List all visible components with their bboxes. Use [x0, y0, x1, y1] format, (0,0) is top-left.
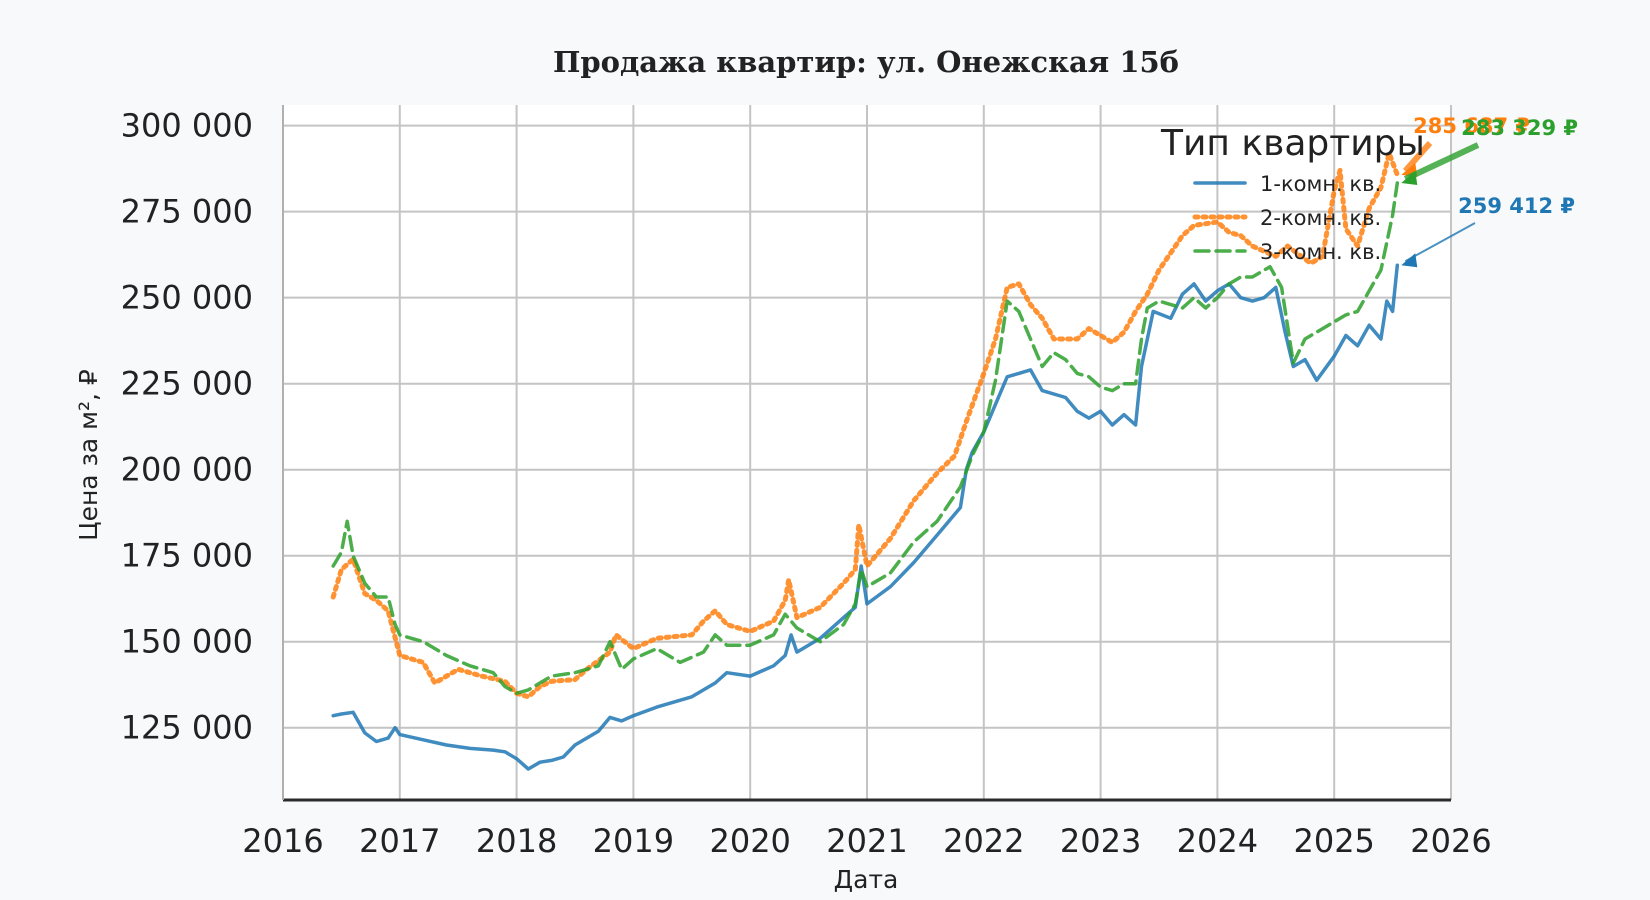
y-tick-label: 200 000: [121, 451, 253, 489]
annotation-arrowhead-3: [1401, 171, 1418, 186]
series-line-3: [331, 181, 1400, 696]
final-value-annotations: 259 412 ₽ 285 687 ₽283 329 ₽: [1401, 114, 1578, 268]
x-axis-label: Дата: [834, 865, 899, 894]
x-tick-label: 2021: [826, 822, 907, 860]
x-tick-label: 2026: [1410, 822, 1491, 860]
x-tick-label: 2024: [1177, 822, 1258, 860]
annotation-label-3: 283 329 ₽: [1461, 116, 1578, 140]
y-axis-label: Цена за м², ₽: [74, 369, 103, 541]
y-tick-label: 300 000: [121, 107, 253, 145]
annotation-arrow-2: [1403, 141, 1433, 173]
x-tick-label: 2017: [359, 822, 440, 860]
annotation-label-2: 285 687 ₽: [1413, 114, 1530, 138]
x-tick-label: 2019: [593, 822, 674, 860]
legend-title: Тип квартиры: [1160, 123, 1425, 164]
chart-title: Продажа квартир: ул. Онежская 15б: [553, 45, 1179, 79]
x-tick-label: 2016: [242, 822, 323, 860]
x-tick-label: 2020: [709, 822, 790, 860]
x-tick-label: 2022: [943, 822, 1024, 860]
x-tick-label: 2025: [1293, 822, 1374, 860]
y-tick-label: 225 000: [121, 365, 253, 403]
x-tick-label: 2023: [1060, 822, 1141, 860]
y-tick-label: 275 000: [121, 193, 253, 231]
legend-label-3: 3-комн. кв.: [1260, 240, 1381, 264]
x-tick-label: 2018: [476, 822, 557, 860]
annotation-label-1: 259 412 ₽: [1458, 194, 1575, 218]
annotation-arrowhead-1: [1401, 253, 1418, 268]
annotation-arrow-1: [1404, 222, 1476, 263]
legend-label-2: 2-комн. кв.: [1260, 206, 1381, 230]
series-line-1: [331, 263, 1400, 771]
annotation-arrow-3: [1404, 142, 1480, 182]
series-group: [330, 150, 1400, 771]
y-tick-label: 125 000: [121, 709, 253, 747]
legend-label-1: 1-комн. кв.: [1260, 172, 1381, 196]
y-tick-label: 250 000: [121, 279, 253, 317]
y-tick-label: 175 000: [121, 537, 253, 575]
y-tick-label: 150 000: [121, 623, 253, 661]
legend: Тип квартиры 1-комн. кв. 2-комн. кв. 3-комн…: [1160, 123, 1425, 264]
series-line-2: [330, 150, 1400, 700]
